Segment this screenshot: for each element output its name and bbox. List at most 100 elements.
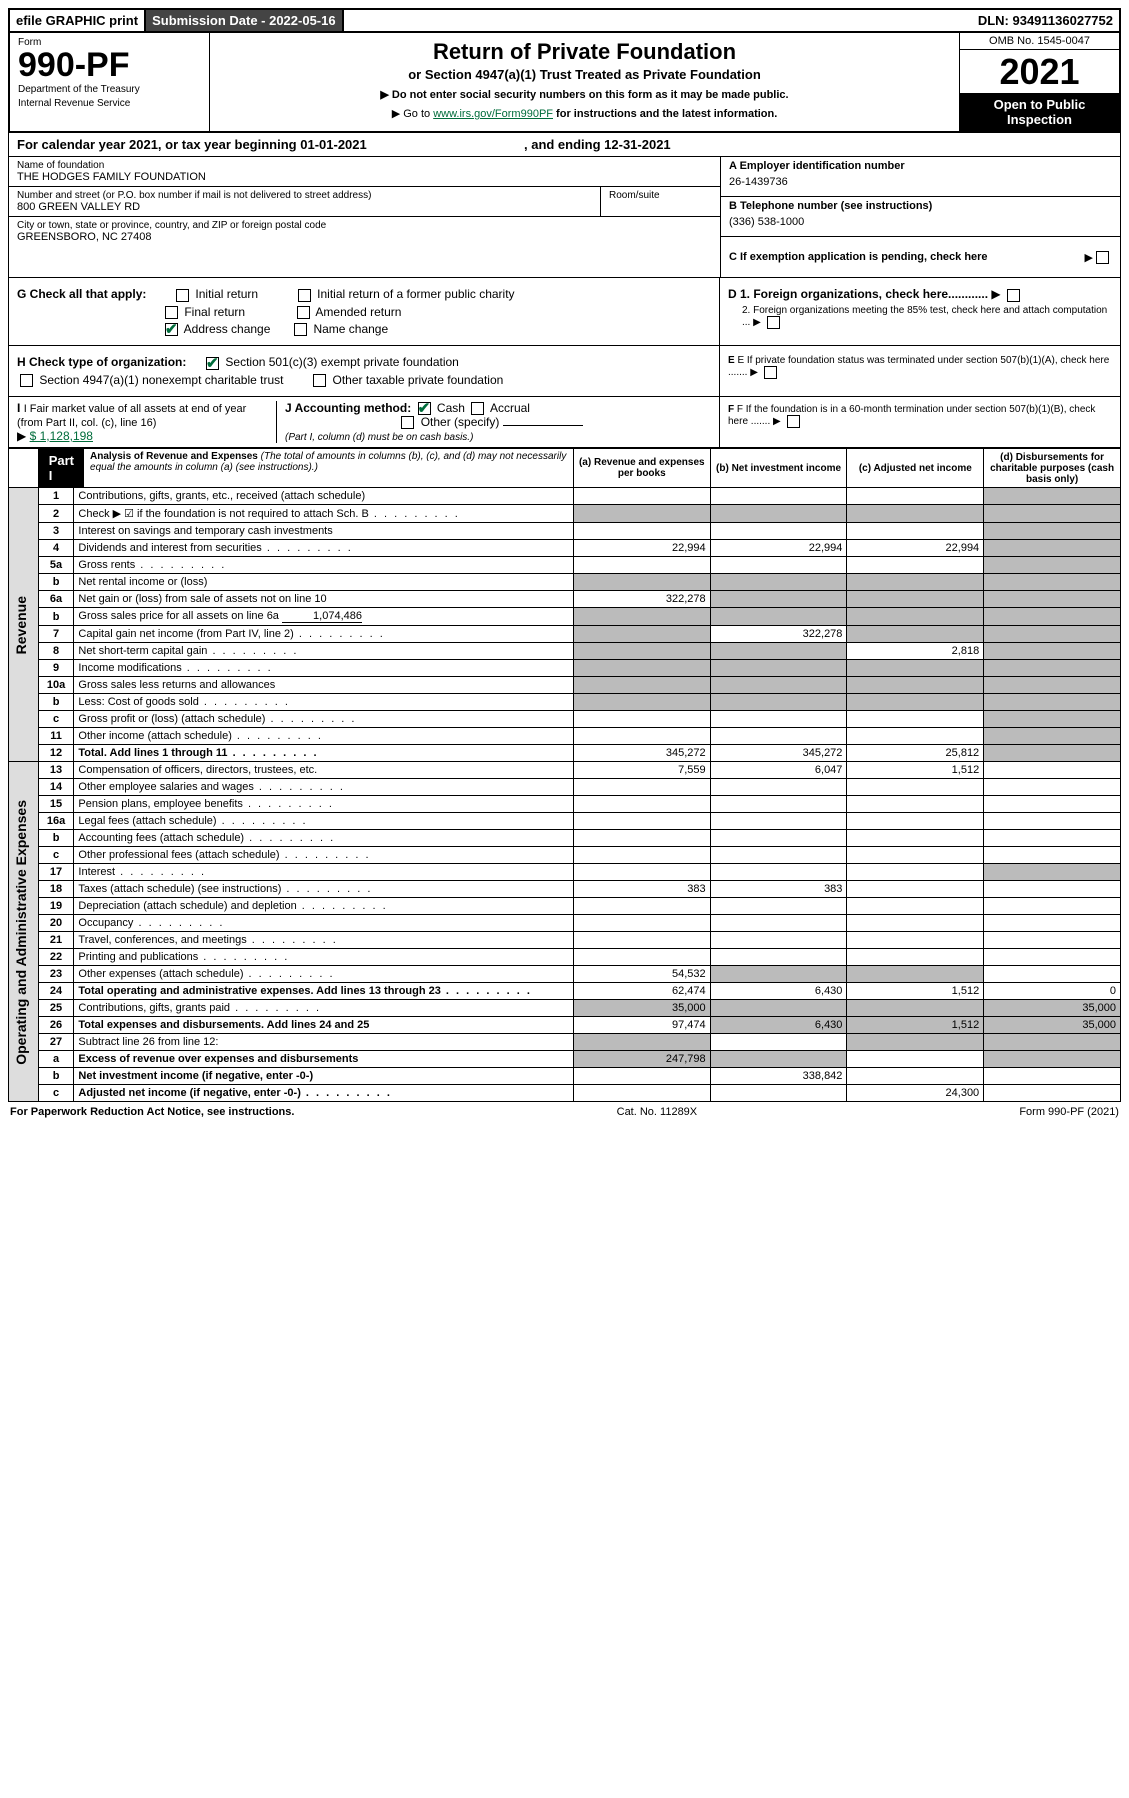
address-row: Number and street (or P.O. box number if… xyxy=(9,187,600,216)
cell-value xyxy=(847,557,984,574)
cell-value: 35,000 xyxy=(573,1000,710,1017)
initial-former-checkbox[interactable] xyxy=(298,289,311,302)
cell-value xyxy=(573,1068,710,1085)
cell-value xyxy=(984,881,1121,898)
accrual-checkbox[interactable] xyxy=(471,402,484,415)
table-row: 9Income modifications xyxy=(9,660,1121,677)
cell-value xyxy=(984,779,1121,796)
form-title-block: Return of Private Foundation or Section … xyxy=(210,33,959,131)
initial-return-checkbox[interactable] xyxy=(176,289,189,302)
cell-value xyxy=(710,813,847,830)
cell-value xyxy=(847,881,984,898)
efile-print[interactable]: efile GRAPHIC print xyxy=(10,10,146,31)
part1-tab: Part I xyxy=(39,449,84,487)
cell-value xyxy=(710,847,847,864)
d2-checkbox[interactable] xyxy=(767,316,780,329)
table-row: 3Interest on savings and temporary cash … xyxy=(9,523,1121,540)
goto-note: ▶ Go to www.irs.gov/Form990PF for instru… xyxy=(220,107,949,120)
other-method-checkbox[interactable] xyxy=(401,416,414,429)
col-c-header: (c) Adjusted net income xyxy=(847,449,984,488)
cell-value xyxy=(984,813,1121,830)
cell-value xyxy=(984,847,1121,864)
line-description: Travel, conferences, and meetings xyxy=(74,932,574,949)
line-number: 23 xyxy=(38,966,74,983)
line-description: Printing and publications xyxy=(74,949,574,966)
check-section-ijf: I I Fair market value of all assets at e… xyxy=(8,397,1121,449)
cell-value xyxy=(984,608,1121,626)
line-number: 9 xyxy=(38,660,74,677)
table-row: 6aNet gain or (loss) from sale of assets… xyxy=(9,591,1121,608)
table-row: cAdjusted net income (if negative, enter… xyxy=(9,1085,1121,1102)
line-description: Legal fees (attach schedule) xyxy=(74,813,574,830)
line-number: b xyxy=(38,830,74,847)
line-description: Gross rents xyxy=(74,557,574,574)
arrow-icon: ▶ xyxy=(1085,251,1093,264)
cell-value: 6,430 xyxy=(710,1017,847,1034)
cell-value xyxy=(573,813,710,830)
e-checkbox[interactable] xyxy=(764,366,777,379)
line-number: 25 xyxy=(38,1000,74,1017)
table-row: 10aGross sales less returns and allowanc… xyxy=(9,677,1121,694)
d1-checkbox[interactable] xyxy=(1007,289,1020,302)
irs-link[interactable]: www.irs.gov/Form990PF xyxy=(433,108,553,120)
cell-value xyxy=(710,643,847,660)
line-description: Other expenses (attach schedule) xyxy=(74,966,574,983)
line-description: Other income (attach schedule) xyxy=(74,728,574,745)
line-description: Total operating and administrative expen… xyxy=(74,983,574,1000)
fmv-value[interactable]: $ 1,128,198 xyxy=(30,429,93,443)
submission-date: Submission Date - 2022-05-16 xyxy=(146,10,344,31)
f-checkbox[interactable] xyxy=(787,415,800,428)
col-d-header: (d) Disbursements for charitable purpose… xyxy=(984,449,1121,488)
line-description: Less: Cost of goods sold xyxy=(74,694,574,711)
table-row: 18Taxes (attach schedule) (see instructi… xyxy=(9,881,1121,898)
line-number: 1 xyxy=(38,488,74,505)
table-row: 26Total expenses and disbursements. Add … xyxy=(9,1017,1121,1034)
line-number: c xyxy=(38,1085,74,1102)
cell-value xyxy=(573,557,710,574)
cell-value xyxy=(710,1000,847,1017)
table-row: 16aLegal fees (attach schedule) xyxy=(9,813,1121,830)
line-description: Other professional fees (attach schedule… xyxy=(74,847,574,864)
cell-value xyxy=(573,1085,710,1102)
cell-value: 25,812 xyxy=(847,745,984,762)
irs-label: Internal Revenue Service xyxy=(18,98,201,110)
cell-value: 24,300 xyxy=(847,1085,984,1102)
501c3-checkbox[interactable] xyxy=(206,357,219,370)
cell-value xyxy=(847,1000,984,1017)
cell-value xyxy=(710,1034,847,1051)
d2-row: 2. Foreign organizations meeting the 85%… xyxy=(728,305,1112,329)
line-number: 5a xyxy=(38,557,74,574)
line-number: 19 xyxy=(38,898,74,915)
cell-value xyxy=(710,932,847,949)
cell-value xyxy=(984,932,1121,949)
cell-value xyxy=(847,728,984,745)
exemption-checkbox[interactable] xyxy=(1096,251,1109,264)
4947-checkbox[interactable] xyxy=(20,374,33,387)
cell-value xyxy=(710,949,847,966)
line-number: 13 xyxy=(38,762,74,779)
revenue-side-label xyxy=(9,449,39,488)
line-number: b xyxy=(38,1068,74,1085)
cell-value: 383 xyxy=(573,881,710,898)
table-row: 12Total. Add lines 1 through 11345,27234… xyxy=(9,745,1121,762)
line-number: c xyxy=(38,711,74,728)
cell-value: 1,512 xyxy=(847,762,984,779)
cash-checkbox[interactable] xyxy=(418,402,431,415)
cell-value: 0 xyxy=(984,983,1121,1000)
name-change-checkbox[interactable] xyxy=(294,323,307,336)
cell-value xyxy=(573,643,710,660)
address-change-checkbox[interactable] xyxy=(165,323,178,336)
final-return-checkbox[interactable] xyxy=(165,306,178,319)
cell-value xyxy=(984,898,1121,915)
cell-value xyxy=(710,677,847,694)
line-number: 11 xyxy=(38,728,74,745)
other-taxable-checkbox[interactable] xyxy=(313,374,326,387)
line-number: 20 xyxy=(38,915,74,932)
ein-row: A Employer identification number 26-1439… xyxy=(721,157,1120,197)
expenses-label: Operating and Administrative Expenses xyxy=(13,800,29,1065)
cell-value xyxy=(710,711,847,728)
amended-return-checkbox[interactable] xyxy=(297,306,310,319)
cell-value xyxy=(847,488,984,505)
cell-value xyxy=(847,813,984,830)
cell-value xyxy=(984,1034,1121,1051)
